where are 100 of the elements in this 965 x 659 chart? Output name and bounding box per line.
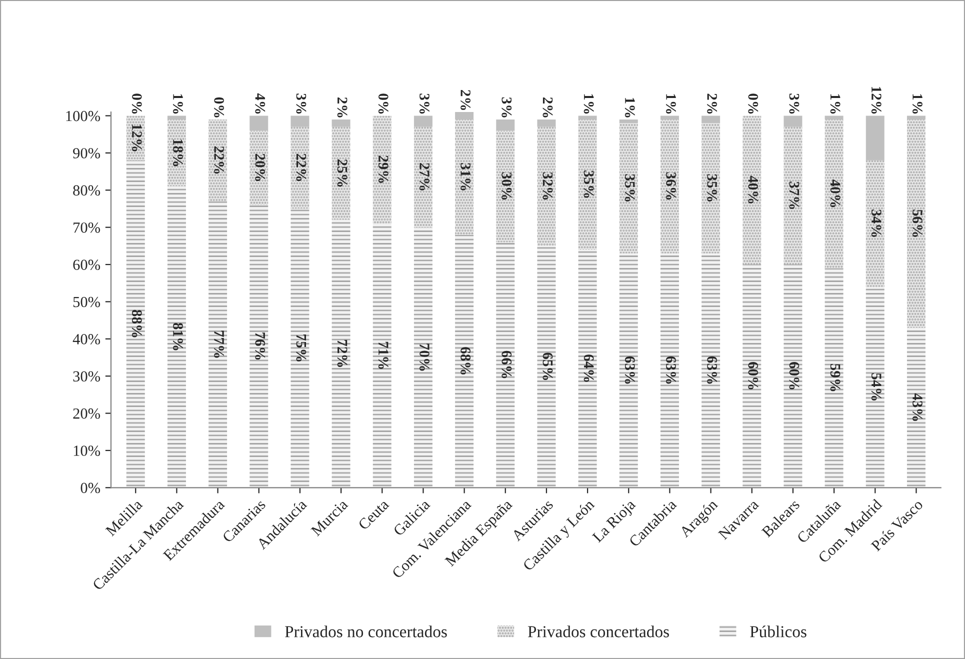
data-label: 59%: [830, 364, 840, 392]
bar: [537, 126, 556, 246]
data-label: 0%: [132, 94, 142, 114]
bar: [866, 160, 884, 287]
bar: [496, 119, 515, 131]
data-label: 4%: [255, 93, 266, 114]
data-label: 63%: [624, 356, 635, 384]
bar: [208, 119, 228, 202]
bar: [167, 116, 186, 120]
bar: [290, 126, 310, 209]
data-label: 12%: [132, 124, 142, 152]
data-label: 72%: [337, 340, 348, 367]
data-label: 30%: [502, 172, 512, 200]
bar: [824, 119, 844, 268]
data-label: 70%: [420, 344, 430, 371]
bar: [290, 208, 310, 488]
data-label: 22%: [296, 154, 306, 182]
bar: [702, 116, 720, 124]
data-label: 37%: [789, 182, 800, 209]
bar: [455, 234, 474, 488]
data-label: 68%: [460, 347, 470, 374]
y-tick-label: 10%: [74, 446, 100, 456]
data-label: 54%: [871, 373, 882, 400]
bar: [414, 126, 432, 228]
bar: [126, 116, 145, 160]
legend-label: Privados no concertados: [285, 626, 447, 638]
y-tick-label: 90%: [73, 148, 100, 158]
bar: [784, 264, 802, 488]
data-label: 40%: [748, 176, 758, 204]
data-label: 0%: [378, 94, 388, 114]
bar: [906, 116, 926, 120]
bar: [742, 264, 762, 488]
legend-label: Públicos: [750, 626, 806, 638]
data-label: 0%: [214, 97, 224, 118]
bar: [250, 130, 268, 206]
data-label: 3%: [789, 94, 800, 114]
bar: [784, 126, 802, 265]
bar: [332, 220, 350, 488]
bar: [250, 205, 268, 488]
data-label: 1%: [584, 94, 594, 114]
data-label: 40%: [830, 179, 840, 208]
data-label: 1%: [624, 98, 635, 118]
data-label: 1%: [912, 94, 922, 114]
data-label: 31%: [460, 163, 470, 190]
bar: [332, 126, 350, 220]
data-label: 43%: [912, 393, 922, 421]
bar: [414, 116, 432, 127]
bar: [496, 242, 515, 488]
data-label: 88%: [132, 310, 142, 338]
bar: [578, 116, 597, 120]
data-label: 1%: [830, 94, 840, 114]
bar: [702, 123, 720, 254]
legend-label: Privados concertados: [528, 626, 669, 638]
bar: [660, 253, 679, 488]
bar: [455, 112, 474, 120]
data-label: 35%: [707, 174, 717, 202]
data-label: 60%: [789, 362, 800, 390]
y-tick-label: 70%: [74, 222, 100, 233]
data-label: 3%: [420, 94, 430, 114]
data-label: 32%: [542, 172, 553, 200]
data-label: 0%: [748, 94, 758, 114]
bar: [578, 250, 597, 488]
data-label: 18%: [173, 140, 183, 166]
data-label: 35%: [624, 174, 635, 202]
y-tick-label: 60%: [73, 260, 100, 270]
bar: [126, 160, 145, 488]
bar: [537, 119, 556, 127]
data-label: 75%: [296, 334, 306, 362]
data-label: 77%: [214, 330, 224, 358]
y-tick-label: 40%: [72, 334, 100, 344]
data-label: 3%: [296, 94, 306, 114]
bar: [372, 116, 392, 224]
bar: [167, 119, 186, 186]
bar: [866, 116, 884, 160]
bar: [619, 253, 638, 488]
bar: [866, 286, 884, 488]
bar: [660, 119, 679, 254]
y-tick-label: 20%: [73, 408, 100, 419]
data-label: 12%: [871, 87, 882, 114]
y-tick-label: 0%: [80, 482, 100, 494]
bar: [619, 123, 638, 254]
bar: [455, 119, 474, 235]
data-label: 2%: [707, 94, 717, 114]
bar: [742, 116, 762, 265]
y-tick-label: 30%: [73, 371, 100, 382]
data-label: 63%: [666, 356, 676, 384]
data-label: 81%: [173, 322, 183, 350]
bar: [208, 201, 228, 488]
data-label: 2%: [337, 97, 348, 118]
y-tick-label: 100%: [66, 110, 100, 122]
data-label: 56%: [912, 210, 922, 237]
y-tick-label: 50%: [73, 296, 100, 308]
bar: [167, 186, 186, 488]
data-label: 25%: [337, 159, 348, 187]
bar: [906, 119, 926, 328]
data-label: 65%: [542, 352, 553, 380]
bar: [824, 268, 844, 488]
y-tick-label: 80%: [73, 185, 100, 196]
data-label: 1%: [173, 94, 183, 114]
data-label: 34%: [871, 210, 882, 237]
